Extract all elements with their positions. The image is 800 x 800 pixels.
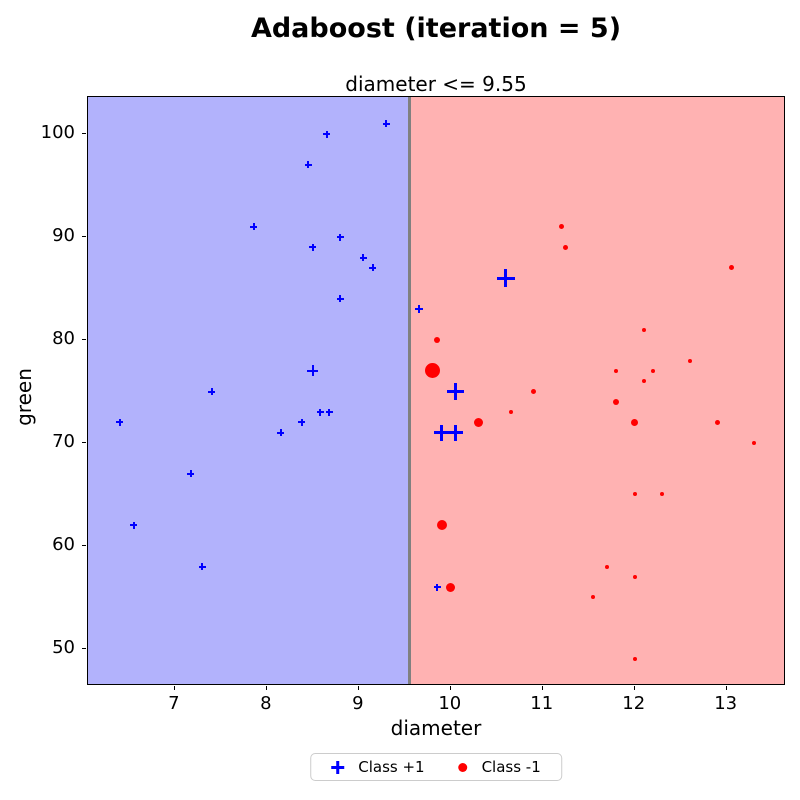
dot-marker-icon [458, 762, 468, 772]
data-point-class-neg [563, 244, 569, 250]
data-point-class-neg [508, 410, 513, 415]
data-point-class-neg [613, 398, 620, 405]
x-tick-mark [541, 686, 543, 690]
axes-title-split-rule: diameter <= 9.55 [345, 72, 527, 96]
legend-label-class-pos: Class +1 [358, 758, 425, 776]
data-point-class-pos [309, 243, 317, 251]
y-tick-mark [82, 339, 86, 340]
data-point-class-neg [434, 337, 440, 343]
data-point-class-neg [531, 389, 537, 394]
decision-region [88, 97, 410, 684]
data-point-class-pos [447, 424, 464, 441]
data-point-class-pos [369, 264, 377, 272]
legend-item-class-pos: Class +1 [331, 758, 425, 776]
data-point-class-pos [277, 429, 285, 437]
x-tick-label: 8 [260, 693, 272, 714]
y-tick-label: 50 [52, 636, 75, 658]
data-point-class-pos [298, 418, 306, 426]
data-point-class-pos [433, 583, 441, 591]
legend-label-class-neg: Class -1 [481, 758, 541, 776]
data-point-class-pos [433, 424, 450, 441]
y-tick-mark [82, 441, 86, 443]
y-tick-label: 80 [52, 328, 75, 349]
data-point-class-pos [323, 130, 331, 138]
data-point-class-pos [116, 418, 124, 426]
figure-title: Adaboost (iteration = 5) [250, 13, 622, 44]
data-point-class-pos [336, 233, 344, 241]
x-tick-label: 12 [622, 693, 646, 714]
x-tick-mark [357, 686, 359, 690]
legend: Class +1 Class -1 [310, 753, 562, 781]
data-point-class-pos [382, 120, 390, 128]
data-point-class-pos [208, 388, 216, 395]
data-point-class-neg [660, 492, 665, 497]
y-tick-mark [82, 133, 86, 135]
plot-area [87, 96, 785, 685]
data-point-class-neg [591, 595, 596, 600]
decision-boundary-line [407, 97, 411, 684]
data-point-class-neg [641, 379, 646, 384]
data-point-class-pos [187, 470, 195, 478]
decision-region [409, 97, 784, 684]
data-point-class-neg [632, 574, 637, 579]
data-point-class-pos [130, 521, 138, 529]
data-point-class-neg [651, 368, 656, 373]
data-point-class-pos [316, 408, 324, 416]
x-tick-label: 7 [168, 693, 180, 714]
x-tick-mark [265, 686, 267, 690]
y-tick-label: 60 [52, 533, 75, 555]
y-tick-mark [82, 544, 86, 546]
data-point-class-pos [496, 269, 515, 288]
x-tick-mark [173, 686, 175, 690]
data-point-class-neg [714, 419, 720, 425]
data-point-class-neg [424, 363, 440, 379]
data-point-class-neg [632, 657, 637, 662]
data-point-class-neg [436, 520, 447, 531]
y-tick-label: 90 [52, 225, 75, 247]
data-point-class-neg [752, 440, 757, 445]
data-point-class-neg [614, 368, 619, 373]
y-tick-label: 100 [40, 122, 75, 144]
data-point-class-neg [446, 582, 456, 592]
y-axis-label: green [12, 368, 36, 426]
data-point-class-pos [414, 305, 423, 314]
data-point-class-pos [304, 161, 312, 169]
data-point-class-pos [307, 365, 319, 377]
x-axis-label: diameter [390, 716, 482, 740]
x-tick-label: 11 [530, 693, 554, 714]
data-point-class-pos [446, 383, 464, 400]
plus-marker-icon [331, 760, 345, 774]
data-point-class-neg [641, 327, 646, 332]
data-point-class-pos [198, 563, 206, 571]
data-point-class-neg [605, 564, 610, 569]
data-point-class-neg [632, 492, 637, 497]
data-point-class-neg [687, 358, 692, 363]
data-point-class-neg [473, 417, 483, 427]
legend-item-class-neg: Class -1 [458, 758, 541, 776]
data-point-class-neg [558, 224, 564, 230]
x-tick-mark [633, 686, 635, 690]
data-point-class-pos [250, 223, 258, 231]
x-tick-label: 13 [714, 693, 738, 714]
data-point-class-pos [359, 254, 367, 262]
y-tick-mark [82, 236, 86, 238]
data-point-class-neg [631, 418, 639, 426]
data-point-class-pos [325, 408, 333, 416]
x-tick-mark [449, 686, 451, 690]
x-tick-mark [725, 686, 727, 690]
y-tick-mark [82, 647, 86, 649]
data-point-class-pos [336, 295, 344, 303]
data-point-class-neg [728, 265, 734, 271]
y-tick-label: 70 [52, 430, 75, 452]
x-tick-label: 9 [352, 693, 364, 714]
x-tick-label: 10 [438, 693, 462, 714]
